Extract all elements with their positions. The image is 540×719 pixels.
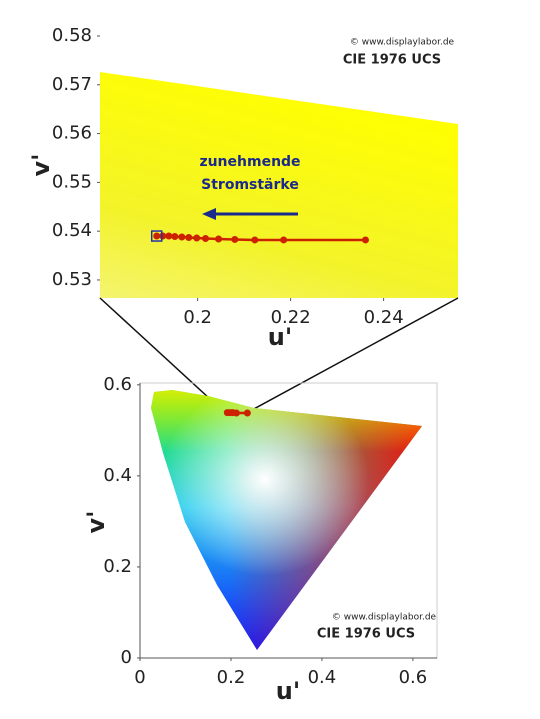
point xyxy=(178,233,186,241)
point xyxy=(202,234,210,242)
point xyxy=(165,232,173,240)
credit: © www.displaylabor.de xyxy=(332,613,437,623)
point xyxy=(231,235,239,243)
credit: © www.displaylabor.de xyxy=(350,38,455,48)
start-marker xyxy=(150,230,163,242)
zoom-line xyxy=(99,297,223,411)
point xyxy=(159,232,167,240)
point xyxy=(153,232,161,240)
point xyxy=(185,234,193,242)
point xyxy=(251,236,259,244)
x-axis-label: u' xyxy=(268,323,292,351)
y-tick-label: 0.6 xyxy=(103,374,132,395)
annotation: Stromstärke xyxy=(201,177,299,193)
point xyxy=(361,236,369,244)
x-axis-label: u' xyxy=(276,677,300,705)
y-tick-label: 0.54 xyxy=(52,220,92,241)
arrow-head xyxy=(202,208,216,220)
y-tick-label: 0.56 xyxy=(52,123,92,144)
point xyxy=(280,236,288,244)
x-tick-label: 0.24 xyxy=(364,307,404,328)
x-tick-label: 0.22 xyxy=(271,307,311,328)
y-tick-label: 0 xyxy=(121,647,132,668)
point xyxy=(193,234,201,242)
x-tick-label: 0.2 xyxy=(217,667,246,688)
chart-title: CIE 1976 UCS xyxy=(343,53,441,68)
y-tick-label: 0.57 xyxy=(52,74,92,95)
zoom-line xyxy=(251,297,459,411)
annotation: zunehmende xyxy=(199,154,300,170)
x-tick-label: 0.6 xyxy=(399,667,428,688)
y-tick-label: 0.55 xyxy=(52,171,92,192)
y-axis-label: v' xyxy=(27,154,55,177)
x-tick-label: 0 xyxy=(134,667,145,688)
point xyxy=(171,233,179,241)
x-tick-label: 0.2 xyxy=(183,307,212,328)
y-tick-label: 0.53 xyxy=(52,269,92,290)
point xyxy=(232,409,240,417)
chart-title: CIE 1976 UCS xyxy=(317,627,415,642)
y-tick-label: 0.58 xyxy=(52,25,92,46)
point xyxy=(243,409,251,417)
y-tick-label: 0.4 xyxy=(103,465,132,486)
y-axis-label: v' xyxy=(82,511,110,534)
y-tick-label: 0.2 xyxy=(103,556,132,577)
point xyxy=(215,235,223,243)
x-tick-label: 0.4 xyxy=(308,667,337,688)
